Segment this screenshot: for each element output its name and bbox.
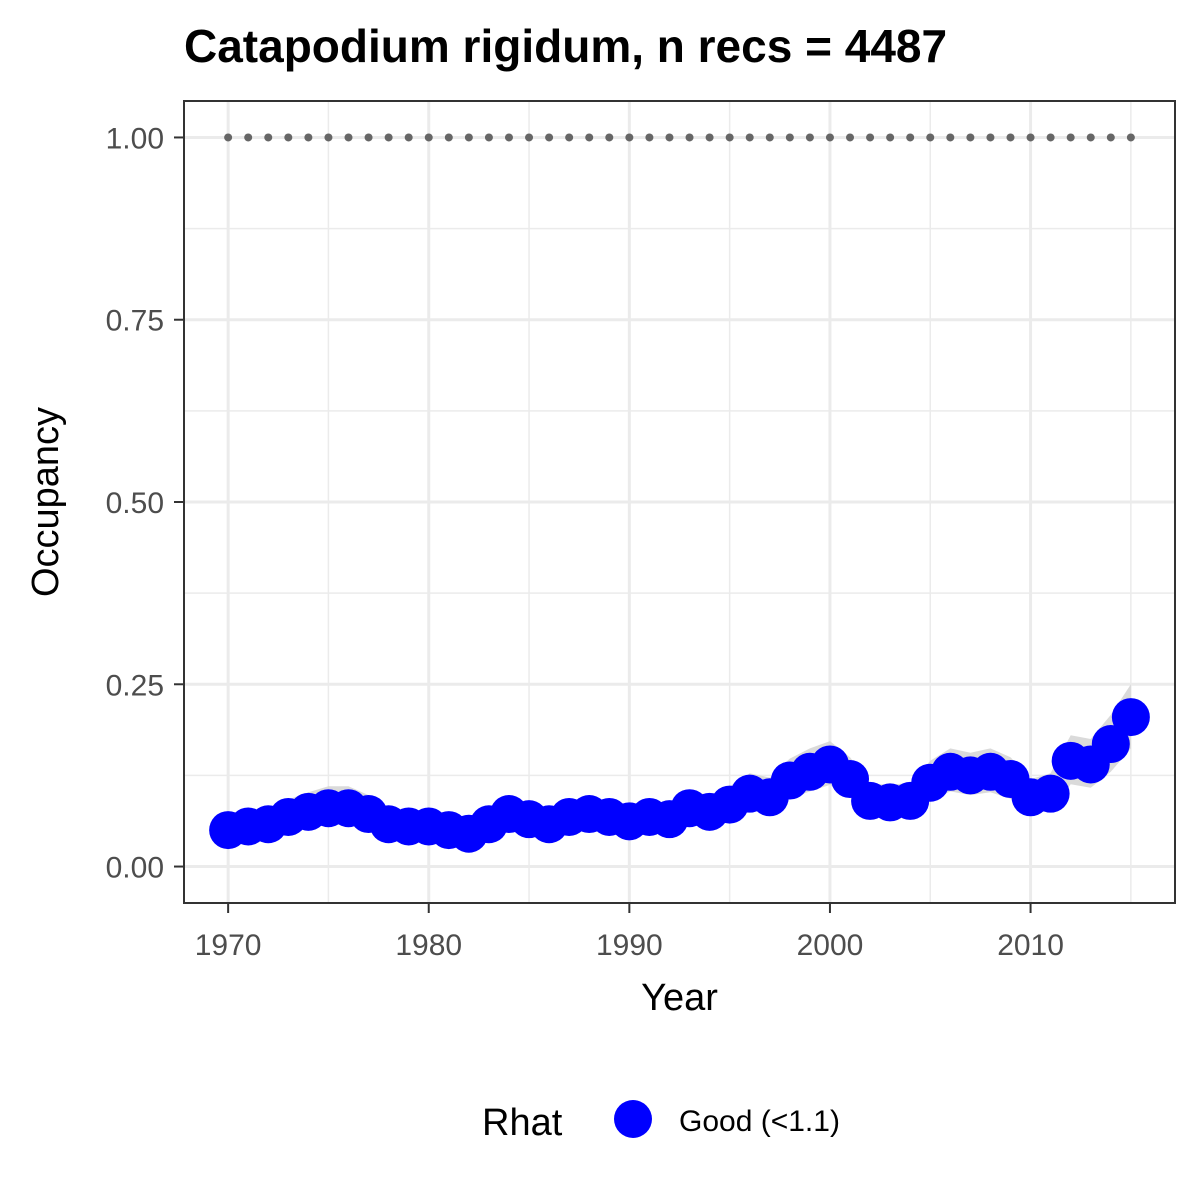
reference-dot xyxy=(264,133,273,142)
data-point xyxy=(1091,725,1130,764)
x-tick-label: 1990 xyxy=(596,929,663,962)
y-tick-label: 1.00 xyxy=(106,122,164,155)
reference-dot xyxy=(846,133,855,142)
data-point xyxy=(1111,698,1150,737)
reference-dot xyxy=(304,133,313,142)
reference-dot xyxy=(1106,133,1115,142)
legend-title: Rhat xyxy=(482,1102,563,1144)
reference-dot xyxy=(725,133,734,142)
reference-dot xyxy=(685,133,694,142)
reference-dot xyxy=(605,133,614,142)
legend-label-good: Good (<1.1) xyxy=(679,1105,840,1138)
y-tick-label: 0.75 xyxy=(106,305,164,338)
x-tick-label: 2010 xyxy=(997,929,1064,962)
legend: Rhat Good (<1.1) xyxy=(482,1100,840,1144)
reference-dot xyxy=(665,133,674,142)
reference-dot xyxy=(705,133,714,142)
reference-dot xyxy=(224,133,233,142)
reference-dot xyxy=(585,133,594,142)
chart-title: Catapodium rigidum, n recs = 4487 xyxy=(184,20,947,72)
reference-dot xyxy=(906,133,915,142)
reference-dot xyxy=(525,133,534,142)
reference-dot xyxy=(765,133,774,142)
reference-dot xyxy=(384,133,393,142)
reference-dot xyxy=(926,133,935,142)
y-tick-label: 0.00 xyxy=(106,852,164,885)
data-point xyxy=(1031,774,1070,813)
reference-dot xyxy=(404,133,413,142)
reference-dot xyxy=(1006,133,1015,142)
reference-dot xyxy=(424,133,433,142)
reference-dot xyxy=(1086,133,1095,142)
reference-dot xyxy=(545,133,554,142)
reference-dot xyxy=(866,133,875,142)
axes: 1970 1980 1990 2000 2010 0.00 0.25 0.50 0.75 1.00 xyxy=(106,122,1064,962)
reference-dot xyxy=(504,133,513,142)
reference-dot xyxy=(805,133,814,142)
y-axis-title: Occupancy xyxy=(25,407,67,597)
y-tick-label: 0.50 xyxy=(106,487,164,520)
reference-dot xyxy=(244,133,253,142)
reference-dot xyxy=(986,133,995,142)
x-axis-title: Year xyxy=(641,977,718,1019)
reference-dot xyxy=(966,133,975,142)
reference-dot xyxy=(625,133,634,142)
reference-dot xyxy=(464,133,473,142)
reference-dot xyxy=(324,133,333,142)
reference-dot xyxy=(484,133,493,142)
occupancy-points xyxy=(209,698,1150,853)
reference-dot xyxy=(1026,133,1035,142)
reference-dot xyxy=(946,133,955,142)
y-tick-label: 0.25 xyxy=(106,669,164,702)
reference-dot xyxy=(364,133,373,142)
reference-dot xyxy=(1046,133,1055,142)
reference-dot xyxy=(886,133,895,142)
reference-dot xyxy=(344,133,353,142)
x-tick-label: 2000 xyxy=(797,929,864,962)
reference-dot xyxy=(785,133,794,142)
reference-dot xyxy=(444,133,453,142)
x-tick-label: 1970 xyxy=(195,929,262,962)
reference-dot xyxy=(1126,133,1135,142)
reference-dot xyxy=(284,133,293,142)
reference-dot xyxy=(645,133,654,142)
reference-dot xyxy=(565,133,574,142)
legend-key-good xyxy=(614,1100,652,1138)
reference-line-dots xyxy=(224,133,1135,142)
reference-dot xyxy=(745,133,754,142)
reference-dot xyxy=(825,133,834,142)
x-tick-label: 1980 xyxy=(395,929,462,962)
reference-dot xyxy=(1066,133,1075,142)
